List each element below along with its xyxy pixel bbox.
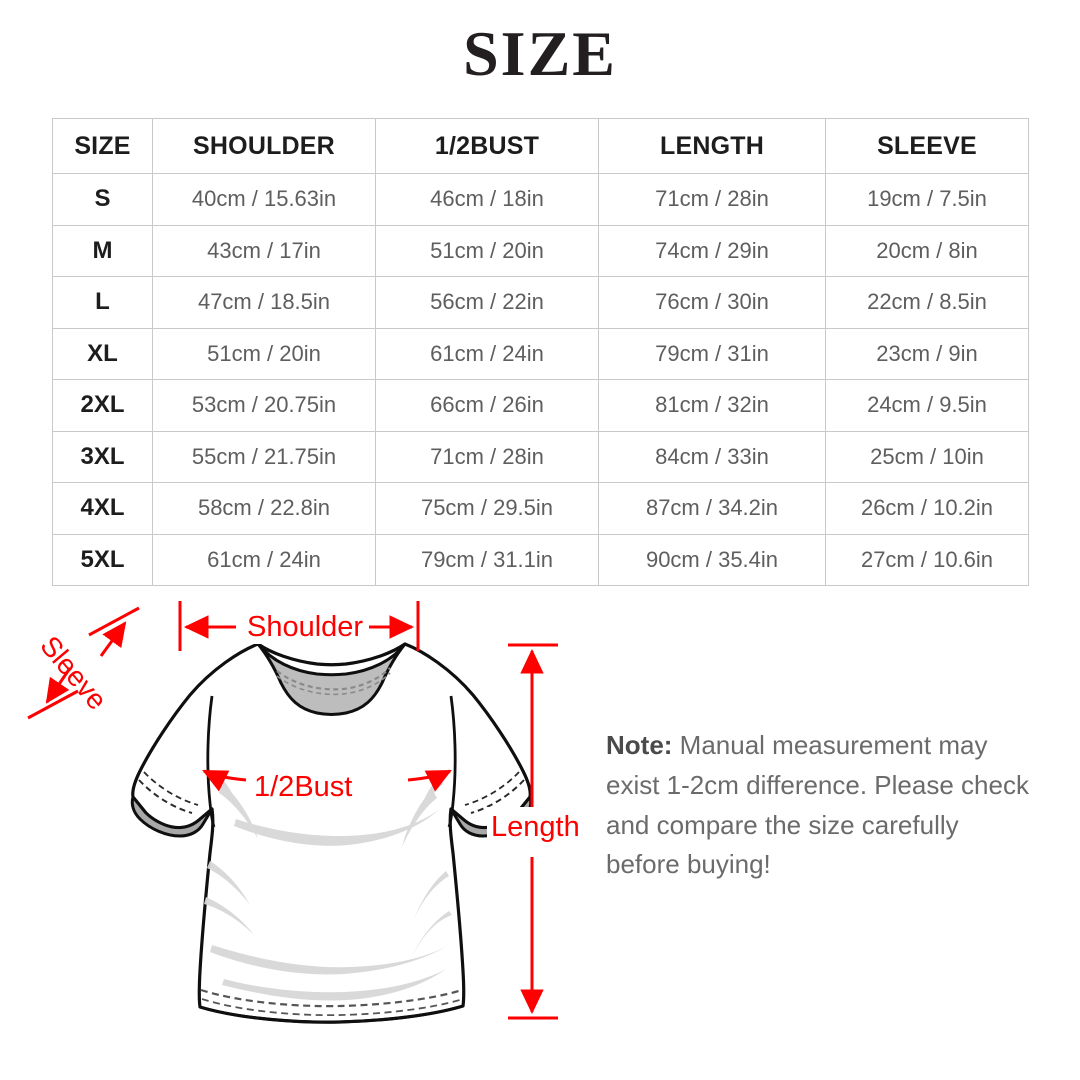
bust-measure-arrow bbox=[202, 769, 452, 792]
shoulder-label: Shoulder bbox=[241, 611, 370, 644]
cell-bust: 75cm / 29.5in bbox=[375, 482, 599, 535]
cell-size: 4XL bbox=[52, 482, 153, 535]
bust-label: 1/2Bust bbox=[249, 771, 358, 804]
size-chart-table: SIZE SHOULDER 1/2BUST LENGTH SLEEVE S 40… bbox=[52, 118, 1029, 586]
table-row: 2XL 53cm / 20.75in 66cm / 26in 81cm / 32… bbox=[52, 379, 1029, 432]
cell-size: S bbox=[52, 173, 153, 226]
table-row: S 40cm / 15.63in 46cm / 18in 71cm / 28in… bbox=[52, 173, 1029, 226]
cell-sleeve: 20cm / 8in bbox=[825, 224, 1029, 277]
cell-shoulder: 51cm / 20in bbox=[152, 327, 376, 380]
cell-length: 90cm / 35.4in bbox=[598, 533, 826, 586]
column-header-sleeve: SLEEVE bbox=[825, 118, 1029, 174]
cell-sleeve: 25cm / 10in bbox=[825, 430, 1029, 483]
table-row: M 43cm / 17in 51cm / 20in 74cm / 29in 20… bbox=[52, 224, 1029, 277]
cell-sleeve: 19cm / 7.5in bbox=[825, 173, 1029, 226]
cell-sleeve: 27cm / 10.6in bbox=[825, 533, 1029, 586]
cell-sleeve: 23cm / 9in bbox=[825, 327, 1029, 380]
cell-shoulder: 61cm / 24in bbox=[152, 533, 376, 586]
cell-bust: 61cm / 24in bbox=[375, 327, 599, 380]
size-chart-table-container: SIZE SHOULDER 1/2BUST LENGTH SLEEVE S 40… bbox=[52, 118, 1029, 586]
cell-size: M bbox=[52, 224, 153, 277]
note-block: Note: Manual measurement may exist 1-2cm… bbox=[606, 726, 1036, 885]
cell-shoulder: 58cm / 22.8in bbox=[152, 482, 376, 535]
cell-sleeve: 24cm / 9.5in bbox=[825, 379, 1029, 432]
cell-shoulder: 40cm / 15.63in bbox=[152, 173, 376, 226]
cell-bust: 46cm / 18in bbox=[375, 173, 599, 226]
measurement-diagram: Shoulder 1/2Bust Sleeve Length bbox=[0, 575, 1080, 1080]
column-header-shoulder: SHOULDER bbox=[152, 118, 376, 174]
tshirt-illustration bbox=[27, 601, 558, 1024]
tshirt-shape bbox=[130, 642, 533, 1024]
table-row: 5XL 61cm / 24in 79cm / 31.1in 90cm / 35.… bbox=[52, 533, 1029, 586]
cell-length: 76cm / 30in bbox=[598, 276, 826, 329]
shoulder-measure-arrow bbox=[178, 601, 420, 651]
cell-size: L bbox=[52, 276, 153, 329]
table-row: XL 51cm / 20in 61cm / 24in 79cm / 31in 2… bbox=[52, 327, 1029, 380]
cell-length: 87cm / 34.2in bbox=[598, 482, 826, 535]
cell-bust: 56cm / 22in bbox=[375, 276, 599, 329]
cell-shoulder: 43cm / 17in bbox=[152, 224, 376, 277]
cell-bust: 71cm / 28in bbox=[375, 430, 599, 483]
cell-sleeve: 22cm / 8.5in bbox=[825, 276, 1029, 329]
cell-size: 5XL bbox=[52, 533, 153, 586]
cell-length: 81cm / 32in bbox=[598, 379, 826, 432]
length-measure-arrow bbox=[508, 643, 558, 1020]
cell-size: 3XL bbox=[52, 430, 153, 483]
table-row: 4XL 58cm / 22.8in 75cm / 29.5in 87cm / 3… bbox=[52, 482, 1029, 535]
page-title: SIZE bbox=[463, 18, 617, 89]
cell-size: 2XL bbox=[52, 379, 153, 432]
cell-bust: 79cm / 31.1in bbox=[375, 533, 599, 586]
table-row: 3XL 55cm / 21.75in 71cm / 28in 84cm / 33… bbox=[52, 430, 1029, 483]
cell-bust: 51cm / 20in bbox=[375, 224, 599, 277]
column-header-size: SIZE bbox=[52, 118, 153, 174]
cell-shoulder: 55cm / 21.75in bbox=[152, 430, 376, 483]
column-header-bust: 1/2BUST bbox=[375, 118, 599, 174]
note-label: Note: bbox=[606, 730, 673, 760]
cell-length: 74cm / 29in bbox=[598, 224, 826, 277]
cell-shoulder: 53cm / 20.75in bbox=[152, 379, 376, 432]
cell-shoulder: 47cm / 18.5in bbox=[152, 276, 376, 329]
cell-length: 84cm / 33in bbox=[598, 430, 826, 483]
cell-sleeve: 26cm / 10.2in bbox=[825, 482, 1029, 535]
cell-length: 79cm / 31in bbox=[598, 327, 826, 380]
cell-size: XL bbox=[52, 327, 153, 380]
column-header-length: LENGTH bbox=[598, 118, 826, 174]
cell-bust: 66cm / 26in bbox=[375, 379, 599, 432]
note-text: Manual measurement may exist 1-2cm diffe… bbox=[606, 730, 1029, 880]
sleeve-measure-arrow bbox=[27, 606, 140, 720]
table-header-row: SIZE SHOULDER 1/2BUST LENGTH SLEEVE bbox=[52, 118, 1029, 174]
length-label: Length bbox=[487, 807, 584, 848]
table-row: L 47cm / 18.5in 56cm / 22in 76cm / 30in … bbox=[52, 276, 1029, 329]
cell-length: 71cm / 28in bbox=[598, 173, 826, 226]
